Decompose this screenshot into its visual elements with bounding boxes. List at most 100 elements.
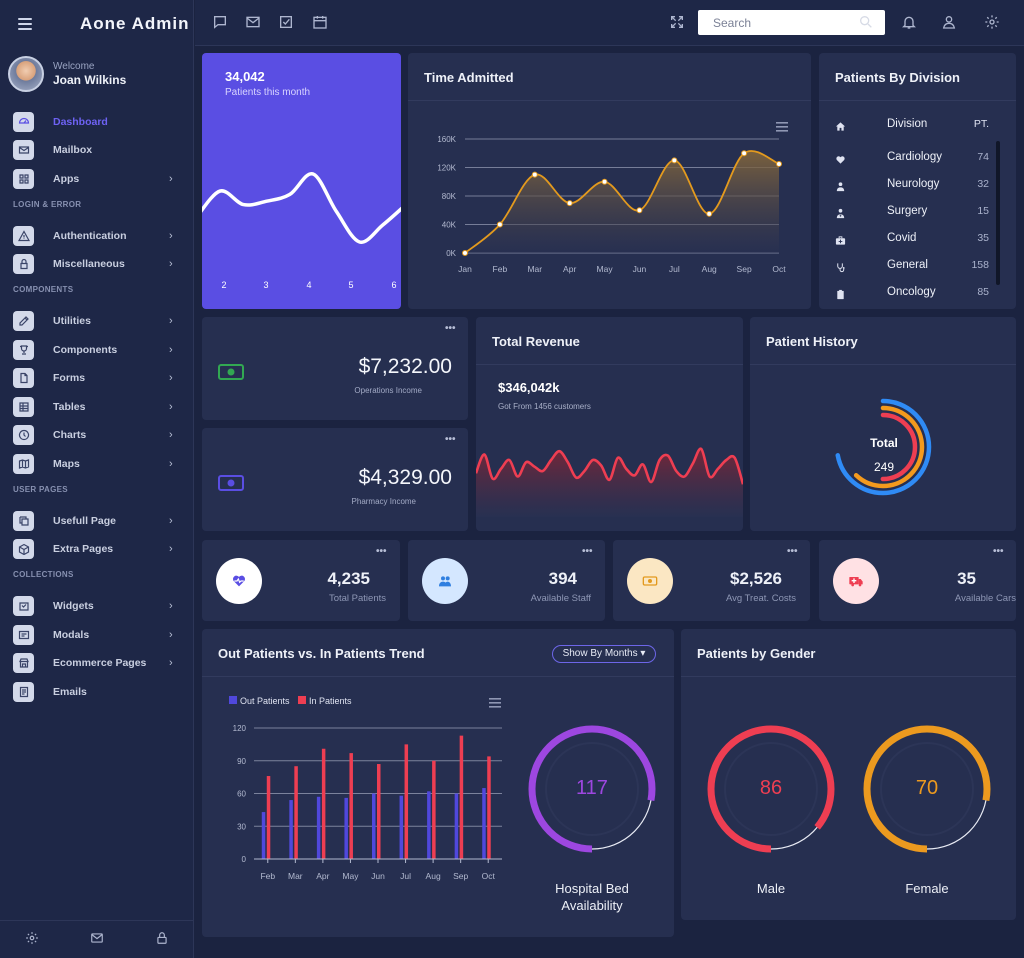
trophy-icon (13, 340, 34, 360)
chevron-right-icon: › (169, 543, 173, 555)
sidebar-item-mailbox[interactable]: Mailbox (0, 138, 193, 162)
cash-icon (218, 475, 244, 491)
sidebar-item-miscellaneous[interactable]: Miscellaneous › (0, 252, 193, 276)
file-icon (13, 368, 34, 388)
division-row-oncology[interactable]: Oncology 85 (819, 286, 999, 306)
search-icon[interactable] (858, 14, 874, 30)
sidebar-item-ecommerce-pages[interactable]: Ecommerce Pages › (0, 651, 193, 675)
fullscreen-icon[interactable] (669, 14, 685, 30)
stat-value: 35 (957, 569, 976, 588)
more-icon[interactable]: ••• (993, 546, 1004, 557)
sidebar-item-dashboard[interactable]: Dashboard (0, 110, 193, 134)
division-row-general[interactable]: General 158 (819, 259, 999, 279)
division-name: Cardiology (887, 151, 942, 163)
chart-menu-icon[interactable] (776, 122, 788, 132)
time-admitted-chart: 0K 40K 80K 120K 160K Jan Feb Mar Apr May Jun Jul Aug… (437, 135, 786, 274)
division-scrollbar[interactable] (996, 141, 1000, 285)
patients-month-sparkline: 2 3 4 5 6 (202, 172, 401, 290)
avatar[interactable] (8, 56, 44, 92)
mail-icon[interactable] (90, 931, 104, 945)
x-tick-label: Apr (316, 871, 329, 881)
more-icon[interactable]: ••• (445, 323, 456, 334)
sidebar-item-tables[interactable]: Tables › (0, 395, 193, 419)
user-icon[interactable] (941, 14, 957, 30)
chat-icon[interactable] (212, 14, 228, 30)
settings-icon[interactable] (984, 14, 1000, 30)
sidebar-item-utilities[interactable]: Utilities › (0, 309, 193, 333)
stat-card-available-cars: ••• 35 Available Cars (819, 540, 1016, 621)
more-icon[interactable]: ••• (582, 546, 593, 557)
data-point (566, 200, 573, 207)
calendar-icon[interactable] (312, 14, 328, 30)
sidebar-section-label: USER PAGES (13, 485, 68, 494)
warning-icon (13, 226, 34, 246)
hamburger-menu-icon[interactable] (18, 18, 32, 30)
sidebar-item-label: Dashboard (53, 116, 108, 128)
patient-history-title: Patient History (750, 317, 1016, 365)
division-count: 35 (977, 232, 989, 244)
sidebar-item-usefull-page[interactable]: Usefull Page › (0, 509, 193, 533)
doctor-icon (835, 208, 846, 219)
modal-icon (13, 625, 34, 645)
sidebar-item-forms[interactable]: Forms › (0, 366, 193, 390)
bell-icon[interactable] (901, 14, 917, 30)
sidebar-item-widgets[interactable]: Widgets › (0, 594, 193, 618)
sidebar-item-modals[interactable]: Modals › (0, 623, 193, 647)
dashboard-icon (13, 112, 34, 132)
sidebar-item-emails[interactable]: Emails (0, 680, 193, 704)
sidebar-item-label: Maps (53, 458, 80, 470)
division-count: 15 (977, 205, 989, 217)
division-row-covid[interactable]: Covid 35 (819, 232, 999, 252)
sidebar-item-maps[interactable]: Maps › (0, 452, 193, 476)
bar-in-patients (404, 744, 409, 859)
data-point (531, 171, 538, 178)
time-admitted-card: Time Admitted 0K 40K 80K 120K 160K Jan Feb Mar A… (408, 53, 811, 309)
stat-label: Avg Treat. Costs (725, 593, 796, 604)
chevron-right-icon: › (169, 458, 173, 470)
sidebar-item-extra-pages[interactable]: Extra Pages › (0, 537, 193, 561)
clock-icon (13, 425, 34, 445)
y-tick-label: 60 (237, 790, 246, 799)
medkit-icon (835, 235, 846, 246)
show-by-months-button[interactable]: Show By Months ▾ (552, 645, 656, 663)
email-icon (13, 682, 34, 702)
division-row-surgery[interactable]: Surgery 15 (819, 205, 999, 225)
sidebar-item-charts[interactable]: Charts › (0, 423, 193, 447)
sidebar-item-label: Utilities (53, 315, 91, 327)
division-row-neurology[interactable]: Neurology 32 (819, 178, 999, 198)
more-icon[interactable]: ••• (445, 434, 456, 445)
division-count: 85 (977, 286, 989, 298)
table-icon (13, 397, 34, 417)
user-name: Joan Wilkins (53, 73, 127, 87)
sidebar-item-apps[interactable]: Apps › (0, 167, 193, 191)
bar-out-patients (454, 793, 459, 859)
chevron-right-icon: › (169, 173, 173, 185)
x-tick-label: Mar (288, 871, 303, 881)
female-label: Female (905, 881, 949, 896)
sidebar-item-label: Modals (53, 629, 90, 641)
patient-history-radial-chart (834, 398, 932, 496)
chart-menu-icon[interactable] (489, 698, 501, 708)
x-tick-label: Jan (458, 264, 472, 274)
clipboard-icon (835, 289, 846, 300)
search-input[interactable]: Search (698, 10, 885, 35)
division-header-row: Division PT. (819, 118, 999, 138)
more-icon[interactable]: ••• (787, 546, 798, 557)
envelope-icon[interactable] (245, 14, 261, 30)
sidebar-item-label: Miscellaneous (53, 258, 125, 270)
sidebar-item-authentication[interactable]: Authentication › (0, 224, 193, 248)
y-tick-label: 120 (233, 724, 247, 733)
sidebar-item-label: Usefull Page (53, 515, 117, 527)
x-tick-label: Mar (527, 264, 542, 274)
checkbox-icon[interactable] (278, 14, 294, 30)
lock-icon[interactable] (155, 931, 169, 945)
division-name: Neurology (887, 178, 940, 190)
gear-icon[interactable] (25, 931, 39, 945)
user-profile[interactable]: Welcome Joan Wilkins (0, 48, 193, 92)
sidebar-item-components[interactable]: Components › (0, 338, 193, 362)
division-row-cardiology[interactable]: Cardiology 74 (819, 151, 999, 171)
more-icon[interactable]: ••• (376, 546, 387, 557)
x-tick-label: 6 (391, 280, 396, 290)
data-point (741, 150, 748, 157)
bar-in-patients (487, 756, 491, 859)
